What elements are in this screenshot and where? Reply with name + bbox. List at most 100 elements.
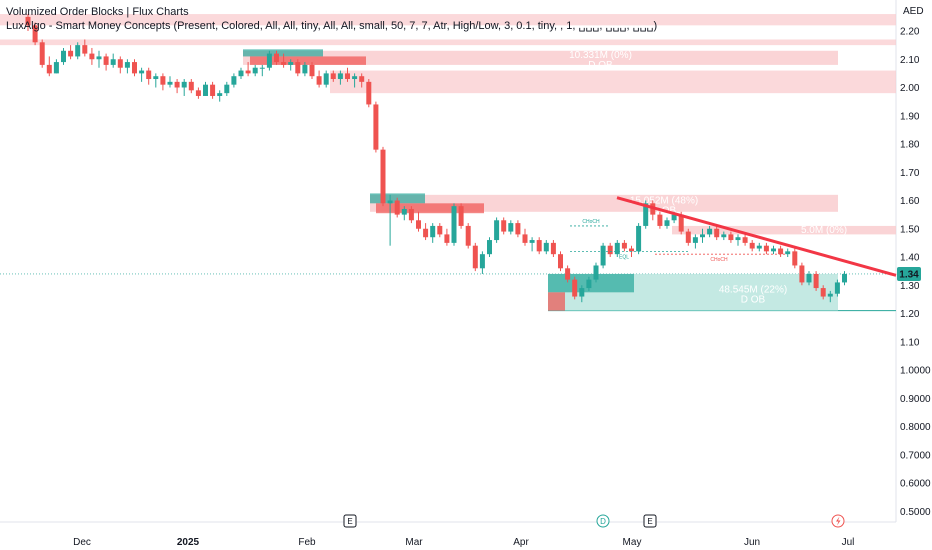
order-block (370, 194, 838, 212)
candle-body (472, 245, 478, 269)
price-tick-label: 2.10 (900, 55, 920, 66)
candle-body (352, 76, 358, 80)
candle-body (678, 214, 684, 232)
price-tick-label: 1.0000 (900, 366, 931, 377)
candle-body (700, 234, 705, 238)
candle-body (337, 73, 343, 80)
candle-body (479, 254, 485, 269)
price-tick-label: 1.60 (900, 196, 920, 207)
candle-body (252, 67, 258, 74)
candle-body (607, 245, 613, 255)
candle-body (401, 208, 407, 215)
order-block-core (243, 49, 323, 57)
order-block-type-label: D OB (588, 60, 613, 71)
candle-body (295, 62, 301, 74)
candle-body (501, 220, 507, 232)
candle-body (813, 273, 819, 289)
trendline[interactable] (616, 196, 897, 277)
candle-body (274, 53, 279, 63)
order-block-volume-label: 10.331M (0%) (569, 50, 632, 61)
order-block-volume-label: 15.052M (48%) (630, 195, 698, 206)
candle-body (39, 42, 45, 65)
candle-body (103, 56, 109, 65)
time-tick-label: Jun (744, 537, 760, 548)
price-tick-label: 0.9000 (900, 394, 931, 405)
candle-body (181, 81, 187, 88)
candle-body (139, 70, 145, 74)
candle-body (281, 62, 287, 65)
candle-body (728, 234, 734, 241)
candle-body (210, 84, 216, 96)
bear-zone (0, 39, 896, 46)
candle-body (451, 206, 457, 243)
candle-body (494, 220, 500, 241)
candle-body (288, 62, 294, 65)
candle-body (124, 62, 130, 68)
currency-label: AED (903, 6, 924, 17)
candle-body (806, 273, 812, 283)
candle-body (721, 234, 727, 238)
candle-body (593, 265, 599, 280)
earnings-badge-letter: E (647, 517, 652, 526)
candle-body (387, 200, 393, 204)
candle-body (842, 273, 847, 283)
time-axis[interactable]: Dec 2025 Feb Mar Apr May Jun Jul (73, 537, 854, 548)
candle-body (444, 234, 450, 243)
candle-body (188, 81, 194, 91)
candle-body (458, 206, 464, 226)
candle-body (671, 214, 677, 221)
order-block-volume-label: 48.545M (22%) (719, 284, 787, 295)
time-tick-label: Feb (298, 537, 316, 548)
candle-body (75, 45, 81, 57)
candle-body (827, 293, 833, 297)
candle-body (153, 76, 159, 80)
candle-body (366, 81, 372, 105)
candles (25, 14, 847, 303)
candle-body (749, 242, 755, 249)
price-tick-label: 0.7000 (900, 450, 931, 461)
price-tick-label: 0.5000 (900, 507, 931, 518)
candle-body (600, 245, 606, 266)
candle-body (238, 70, 244, 77)
candle-body (629, 248, 634, 252)
indicator-title-smc[interactable]: LuxAlgo - Smart Money Concepts (Present,… (6, 20, 658, 32)
price-tick-label: 1.90 (900, 111, 920, 122)
order-block (243, 50, 838, 65)
candle-body (316, 76, 322, 85)
smc-label: CHoCH (710, 257, 728, 263)
smc-label: EQL (619, 254, 629, 260)
candle-body (380, 149, 386, 204)
candle-body (259, 67, 265, 69)
candle-body (53, 62, 59, 74)
order-block-core (250, 56, 366, 65)
candle-body (735, 237, 741, 241)
candle-body (778, 248, 784, 255)
candle-body (572, 279, 578, 297)
candle-body (117, 59, 123, 68)
candle-body (621, 242, 627, 249)
candle-body (536, 240, 542, 252)
candle-body (515, 223, 521, 235)
candle-body (636, 225, 642, 252)
candle-body (465, 225, 471, 246)
price-axis[interactable]: AED 2.20 2.10 2.00 1.90 1.80 1.70 1.60 1.50 1.40 1… (897, 6, 931, 518)
candle-body (68, 50, 74, 57)
price-tick-label: 1.30 (900, 281, 920, 292)
candle-body (32, 25, 38, 43)
candle-body (756, 245, 762, 249)
candle-body (146, 70, 152, 80)
candle-body (345, 73, 350, 80)
price-tick-label: 1.70 (900, 168, 920, 179)
candle-body (664, 220, 670, 226)
candle-body (46, 64, 52, 74)
indicator-title-volumized-ob[interactable]: Volumized Order Blocks | Flux Charts (6, 6, 189, 18)
price-tick-label: 2.20 (900, 27, 920, 38)
candle-body (373, 104, 379, 150)
candle-body (714, 228, 720, 238)
candle-body (785, 251, 791, 255)
price-tick-label: 1.80 (900, 140, 920, 151)
candle-body (309, 64, 315, 77)
